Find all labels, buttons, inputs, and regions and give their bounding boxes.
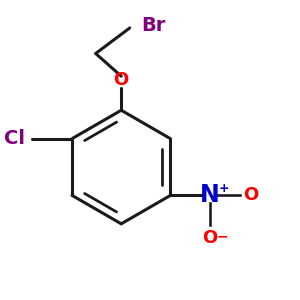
Text: O: O bbox=[114, 71, 129, 89]
Text: +: + bbox=[218, 182, 229, 195]
Text: −: − bbox=[216, 230, 228, 244]
Text: Br: Br bbox=[141, 16, 166, 34]
Text: N: N bbox=[200, 183, 220, 207]
Text: Cl: Cl bbox=[4, 129, 25, 148]
Text: O: O bbox=[243, 186, 258, 204]
Text: O: O bbox=[202, 229, 218, 247]
